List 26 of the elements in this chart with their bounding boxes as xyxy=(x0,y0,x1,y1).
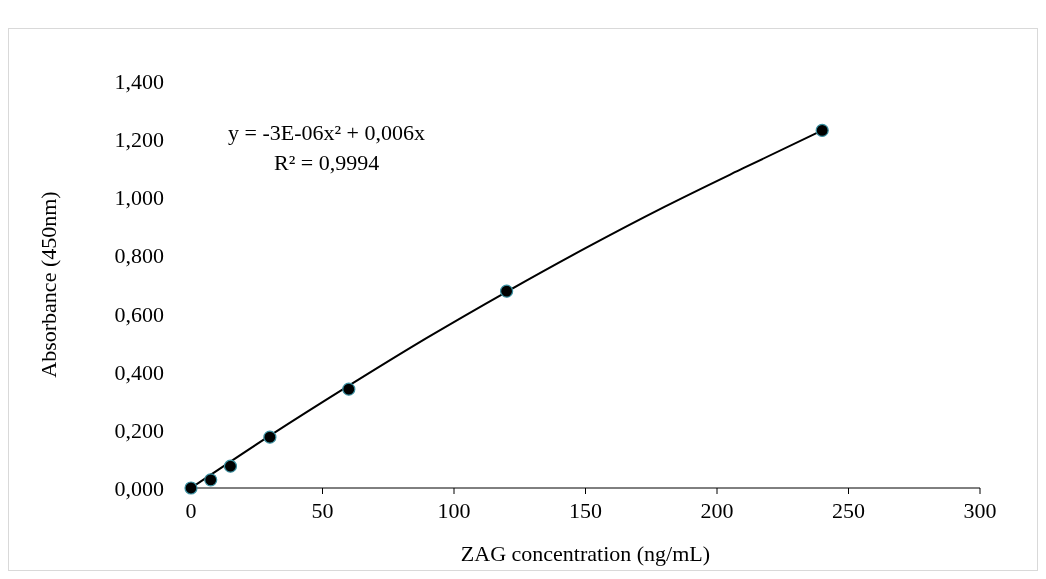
y-tick-label: 1,000 xyxy=(114,185,164,211)
y-tick-label: 1,400 xyxy=(114,69,164,94)
x-tick-label: 0 xyxy=(185,498,197,523)
x-tick-label: 250 xyxy=(832,498,865,523)
point xyxy=(342,382,356,396)
y-axis-title: Absorbance (450nm) xyxy=(36,191,61,378)
point xyxy=(815,123,829,138)
point xyxy=(204,473,218,487)
y-tick-label: 0,000 xyxy=(114,476,164,501)
x-axis-title: ZAG concentration (ng/mL) xyxy=(460,541,711,566)
annotation: R² = 0,9994 xyxy=(274,150,380,175)
x-tick-label: 50 xyxy=(311,498,334,523)
y-tick-label: 0,600 xyxy=(114,301,164,327)
point xyxy=(184,481,198,495)
x-tick-label: 150 xyxy=(569,498,602,523)
x-tick-label: 200 xyxy=(700,498,734,523)
x-tick-label: 100 xyxy=(437,498,471,523)
y-tick-label: 1,200 xyxy=(114,127,164,153)
x-tick-label: 300 xyxy=(963,498,997,523)
point xyxy=(263,430,277,444)
y-tick-label: 0,200 xyxy=(114,417,164,443)
point xyxy=(223,459,238,473)
y-tick-label: 0,400 xyxy=(114,359,164,385)
y-tick-label: 0,800 xyxy=(114,243,164,269)
point xyxy=(500,284,514,298)
annotation: y = -3E-06x² + 0,006x xyxy=(228,120,426,145)
